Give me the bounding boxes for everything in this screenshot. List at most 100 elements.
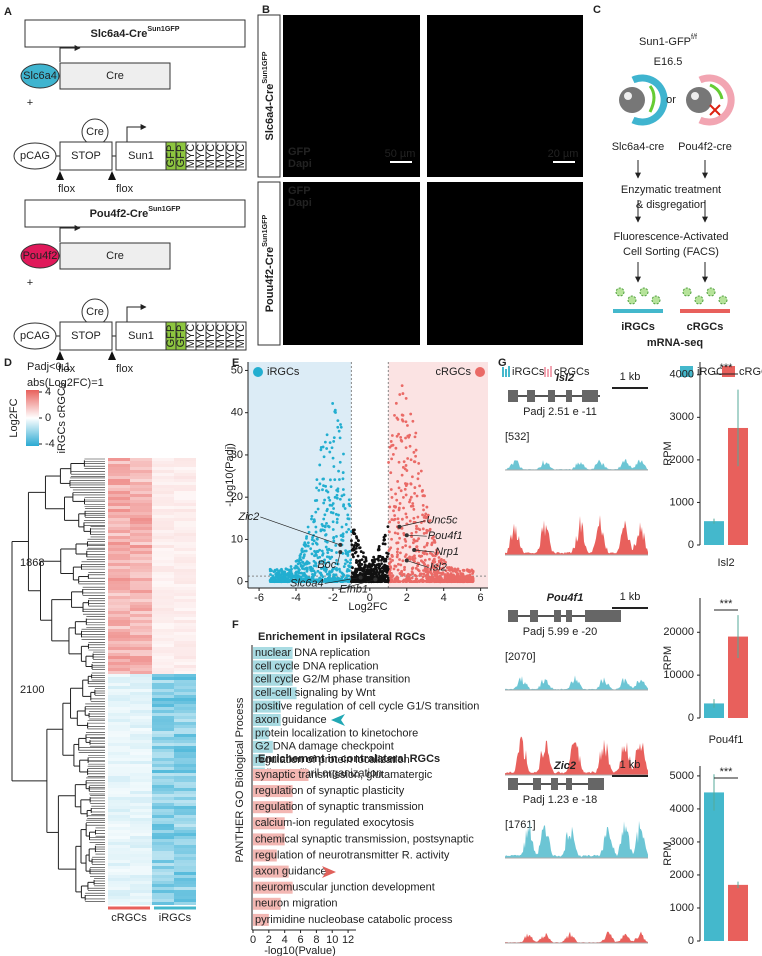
point: [416, 564, 420, 568]
heatmap-row: [130, 833, 152, 836]
heatmap-row: [130, 566, 152, 569]
point: [404, 464, 408, 467]
point: [403, 568, 406, 572]
heatmap-row: [152, 773, 174, 776]
label: Cell Sorting (FACS): [623, 246, 719, 258]
heatmap-row: [174, 683, 196, 686]
heatmap-row: [130, 704, 152, 707]
heatmap-row: [130, 707, 152, 710]
heatmap-row: [130, 773, 152, 776]
heatmap-row: [174, 887, 196, 890]
point: [394, 492, 397, 496]
heatmap-row: [152, 578, 174, 581]
volcano-cloud: [268, 384, 475, 584]
point: [314, 541, 318, 545]
point: [323, 524, 327, 528]
bar: [253, 673, 293, 686]
heatmap-row: [174, 608, 196, 611]
point: [332, 536, 336, 540]
heatmap-row: [130, 746, 152, 749]
label-main: Slc6a4-Cre: [264, 84, 276, 141]
point: [351, 553, 355, 556]
point: [397, 460, 401, 464]
heatmap-row: [152, 638, 174, 641]
gene-point: [338, 542, 343, 547]
point: [378, 555, 382, 559]
point: [328, 570, 332, 574]
point: [316, 507, 320, 511]
point: [338, 436, 342, 440]
heatmap-row: [130, 803, 152, 806]
point: [400, 384, 404, 388]
tss-arrow: [126, 304, 147, 322]
bar: [253, 647, 293, 659]
heatmap-row: [108, 677, 130, 680]
label-leader: [414, 549, 435, 553]
label: PANTHER GO Biological Process: [234, 697, 246, 862]
heatmap-row: [108, 548, 130, 551]
point: [345, 530, 349, 534]
point: [360, 562, 364, 566]
heatmap-row: [152, 599, 174, 602]
label: 5000: [670, 770, 694, 782]
label: 2: [266, 934, 272, 946]
heatmap-row: [174, 638, 196, 641]
heatmap-row: [130, 608, 152, 611]
heatmap-row: [152, 836, 174, 839]
point: [323, 558, 326, 562]
point: [358, 572, 362, 575]
label: synaptic transmission, glutamatergic: [255, 769, 433, 781]
point: [327, 560, 330, 564]
point: [314, 510, 318, 514]
heatmap-row: [108, 530, 130, 533]
point: [451, 580, 455, 583]
exon: [508, 778, 518, 790]
bar: [253, 714, 281, 726]
gene-point: [338, 550, 343, 555]
heatmap-row: [108, 692, 130, 695]
heatmap-row: [174, 479, 196, 482]
heatmap-row: [130, 734, 152, 737]
point: [400, 517, 404, 521]
label: MYC: [185, 324, 197, 349]
heatmap-row: [152, 521, 174, 524]
label: 40: [231, 407, 243, 419]
point: [342, 565, 346, 568]
heatmap-row: [130, 698, 152, 701]
heatmap-row: [108, 776, 130, 779]
heatmap-row: [152, 545, 174, 548]
lens-sketch: [619, 87, 645, 113]
heatmap-row: [130, 539, 152, 542]
heatmap-row: [108, 881, 130, 884]
point: [442, 559, 446, 562]
heatmap-row: [130, 545, 152, 548]
heatmap-row: [108, 764, 130, 767]
point: [283, 570, 287, 574]
label: 4: [282, 934, 288, 946]
label: mRNA-seq: [647, 337, 703, 349]
heatmap-row: [152, 518, 174, 521]
point: [310, 552, 314, 556]
point: [428, 570, 431, 574]
heatmap-row: [130, 548, 152, 551]
label: Slc6a4-cre: [612, 141, 665, 153]
point: [302, 571, 306, 575]
point: [395, 434, 399, 438]
heatmap-row: [174, 620, 196, 623]
heatmap-row: [130, 491, 152, 494]
heatmap-row: [152, 485, 174, 488]
heatmap-row: [108, 611, 130, 614]
heatmap-row: [174, 821, 196, 824]
label: Zic2: [238, 511, 260, 523]
point: [390, 575, 393, 579]
heatmap-row: [152, 458, 174, 461]
heatmap-row: [152, 869, 174, 872]
heatmap-row: [174, 659, 196, 662]
point: [454, 578, 458, 582]
point: [398, 502, 402, 505]
label: abs(Log2FC)=1: [27, 377, 104, 389]
heatmap-row: [108, 473, 130, 476]
heatmap-row: [152, 794, 174, 797]
point: [404, 420, 408, 424]
label: iRGCs: [621, 321, 655, 333]
